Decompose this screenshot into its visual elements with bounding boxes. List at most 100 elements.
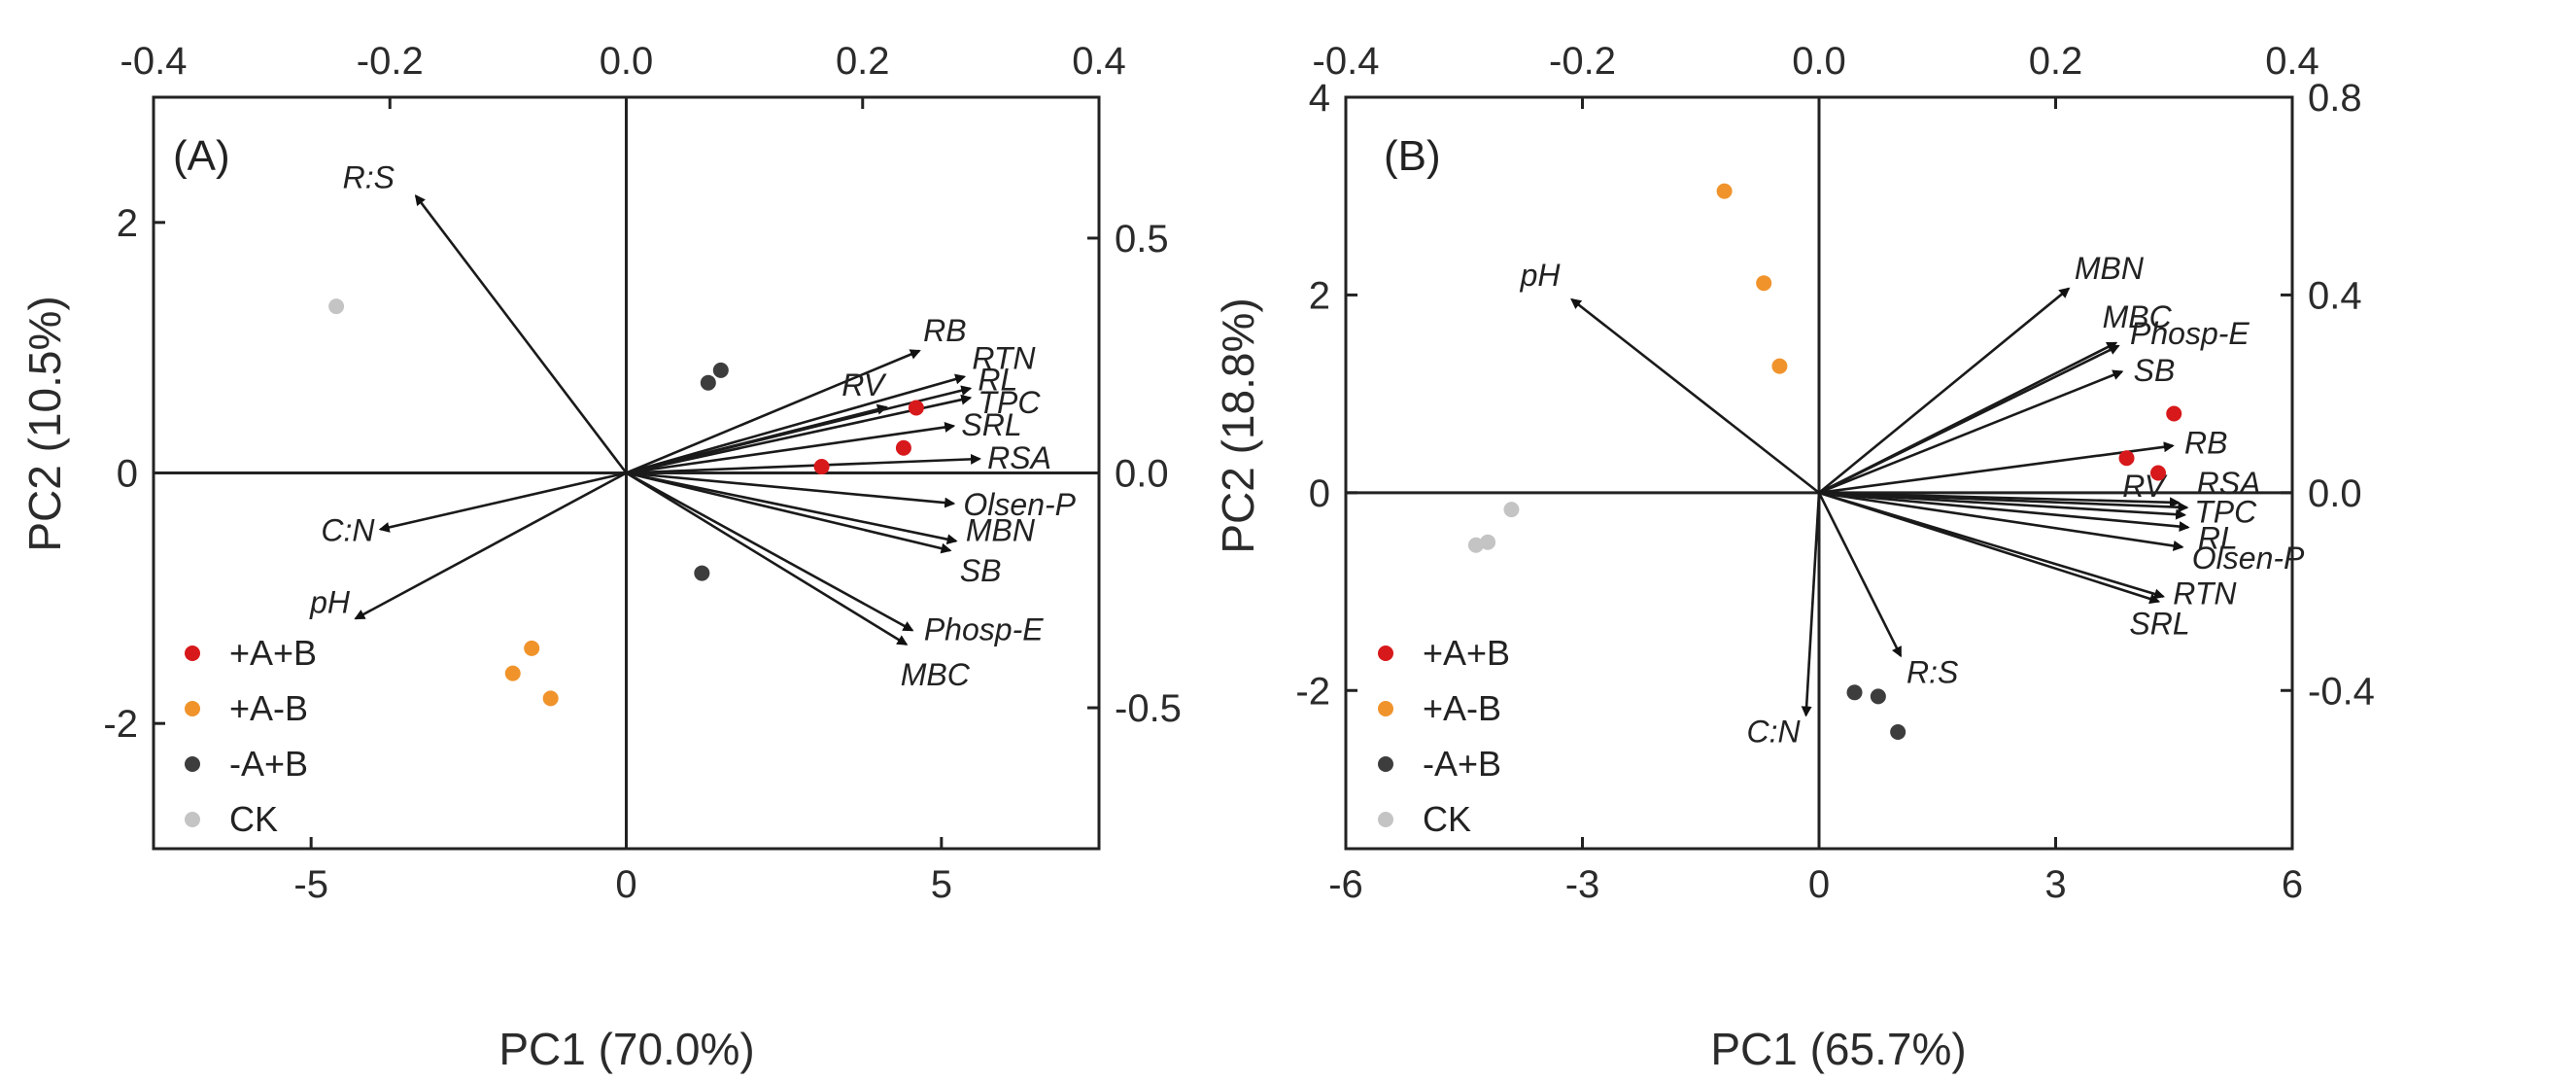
panel-b-point-minus-aplusminus-b	[1846, 684, 1863, 701]
panel-b-loading-arrow-mbn	[1818, 287, 2071, 494]
panel-a-legend-marker-ck	[185, 812, 200, 827]
panel-b-right-tick-label: 0.4	[2308, 274, 2362, 317]
panel-a-y-axis-title: PC2 (10.5%)	[19, 296, 70, 551]
panel-b-point-ck	[1503, 502, 1520, 518]
panel-b-loading-arrow-rl	[1818, 491, 2190, 533]
panel-b-loading-label-mbn: MBN	[2075, 251, 2145, 286]
panel-b-loading-arrow-tpc	[1818, 491, 2187, 520]
panel-b-bottom-tick-label: -6	[1328, 863, 1363, 906]
panel-a-loading-label-rl: RL	[978, 363, 1017, 398]
panel-b-point-plusminus-aminus-b	[1756, 275, 1772, 292]
panel-b-legend-label-plusminus-aminus-b: +A-B	[1423, 688, 1501, 728]
panel-b-right-tick-label: 0.0	[2308, 472, 2362, 515]
panel-b-loading-arrow-srl	[1818, 491, 2161, 605]
panel-a-loading-label-ph: pH	[309, 584, 351, 619]
panel-a-top-tick-label: 0.4	[1072, 40, 1126, 83]
panel-b-point-minus-aplusminus-b	[1870, 688, 1886, 705]
panel-a-bottom-tick-label: 0	[615, 863, 636, 906]
panel-b-right-tick-label: -0.4	[2308, 670, 2375, 713]
panel-b-loading-arrow-olsen-p	[1818, 491, 2184, 551]
panel-b-right-tick-label: 0.8	[2308, 77, 2362, 120]
panel-a-right-tick-label: 0.0	[1115, 453, 1169, 496]
panel-b-point-plusminus-aplusminus-b	[2150, 465, 2167, 481]
panel-a-loading-arrow-srl	[626, 422, 956, 474]
panel-a-loading-label-phosp-e: Phosp-E	[924, 611, 1044, 646]
panel-b-loading-label-sb: SB	[2134, 353, 2176, 388]
panel-a-loading-arrow-rtn	[626, 373, 967, 474]
panel-a-legend-label-plusminus-aplusminus-b: +A+B	[229, 633, 317, 673]
panel-b-left-tick-label: -2	[1295, 670, 1330, 713]
panel-a-loading-arrow-mbn	[626, 471, 958, 545]
panel-b-point-plusminus-aplusminus-b	[2166, 405, 2182, 422]
panel-a-loading-arrow-r-s	[414, 193, 628, 474]
panel-a-loading-label-rsa: RSA	[987, 440, 1051, 475]
panel-a-bottom-tick-label: -5	[293, 863, 328, 906]
panel-b-top-tick-label: 0.2	[2029, 40, 2083, 83]
panel-a-top-tick-label: 0.2	[836, 40, 890, 83]
panel-b-loading-arrow-sb	[1818, 369, 2124, 495]
panel-b-loading-label-tpc: TPC	[2194, 495, 2257, 530]
panel-a-bottom-tick-label: 5	[931, 863, 952, 906]
panel-a-loading-label-tpc: TPC	[978, 385, 1041, 420]
panel-b-loading-arrow-r-s	[1817, 492, 1903, 658]
panel-a-loading-label-mbc: MBC	[901, 657, 971, 692]
panel-b-x-axis-title: PC1 (65.7%)	[1710, 1024, 1966, 1074]
panel-a-legend-marker-minus-aplusminus-b	[185, 756, 200, 772]
panel-b-left-tick-label: 4	[1309, 77, 1330, 120]
panel-a-loading-arrow-mbc	[625, 471, 909, 646]
panel-b-loading-label-rl: RL	[2198, 520, 2238, 555]
panel-a-point-minus-aplusminus-b	[694, 565, 710, 581]
panel-a-loading-arrow-ph	[354, 471, 628, 620]
panel-a: (A) PC1 (70.0%) PC2 (10.5%) -5 0 5 -0.4 -0.2…	[19, 40, 1182, 1074]
panel-b-point-ck	[1480, 534, 1496, 550]
panel-a-loading-arrow-olsen-p	[626, 471, 956, 508]
panel-a-point-plusminus-aminus-b	[504, 665, 521, 681]
panel-a-legend-marker-plusminus-aminus-b	[185, 701, 200, 716]
panel-b-loading-arrow-ph	[1570, 297, 1820, 494]
panel-a-point-minus-aplusminus-b	[700, 374, 716, 391]
panel-b-top-tick-label: -0.4	[1313, 40, 1380, 83]
panel-b-left-tick-label: 0	[1309, 472, 1330, 515]
panel-b-loading-label-olsen-p: Olsen-P	[2192, 541, 2305, 576]
panel-a-loading-label-mbn: MBN	[966, 513, 1036, 548]
panel-b-point-plusminus-aplusminus-b	[2118, 450, 2135, 467]
panel-a-top-tick-label: -0.4	[120, 40, 188, 83]
panel-b-loading-arrow-c-n	[1801, 492, 1821, 717]
panel-b-loading-label-phosp-e: Phosp-E	[2130, 316, 2250, 351]
panel-a-point-plusminus-aminus-b	[524, 640, 540, 656]
panel-a-left-tick-label: 0	[117, 453, 138, 496]
panel-a-loading-label-sb: SB	[960, 553, 1002, 588]
panel-a-loading-arrow-phosp-e	[625, 471, 914, 632]
panel-b-top-tick-label: 0.4	[2265, 40, 2319, 83]
panel-b-loading-label-r-s: R:S	[1906, 655, 1958, 690]
panel-a-loading-label-rb: RB	[923, 313, 966, 348]
panel-a-legend-label-plusminus-aminus-b: +A-B	[229, 688, 308, 728]
panel-a-legend-marker-plusminus-aplusminus-b	[185, 646, 200, 661]
panel-a-loading-label-c-n: C:N	[321, 512, 375, 547]
panel-b-top-tick-label: -0.2	[1549, 40, 1616, 83]
panel-b-loading-label-rsa: RSA	[2197, 466, 2261, 501]
panel-a-loading-label-rv: RV	[841, 367, 887, 402]
panel-b-loading-label-rb: RB	[2184, 426, 2227, 461]
panel-a-loading-arrow-rb	[626, 349, 921, 474]
panel-a-loading-arrow-sb	[626, 471, 952, 554]
panel-b-label: (B)	[1384, 132, 1441, 180]
panel-a-point-ck	[328, 298, 345, 315]
panel-a-label: (A)	[173, 132, 230, 180]
panel-a-point-plusminus-aminus-b	[542, 690, 559, 707]
panel-b-y-axis-title: PC2 (18.8%)	[1213, 297, 1263, 553]
panel-b-bottom-tick-label: 0	[1808, 863, 1830, 906]
panel-a-top-tick-label: -0.2	[357, 40, 424, 83]
panel-a-point-plusminus-aplusminus-b	[908, 400, 924, 416]
panel-b-legend-marker-ck	[1378, 812, 1393, 827]
panel-b-legend-label-minus-aplusminus-b: -A+B	[1423, 744, 1501, 784]
panel-a-point-plusminus-aplusminus-b	[895, 439, 911, 456]
panel-b-left-tick-label: 2	[1309, 274, 1330, 317]
panel-b-bottom-tick-label: 6	[2282, 863, 2303, 906]
panel-b-loading-label-ph: pH	[1520, 258, 1562, 293]
panel-b-loading-label-rtn: RTN	[2173, 576, 2237, 611]
panel-b-legend-label-plusminus-aplusminus-b: +A+B	[1423, 633, 1510, 673]
panel-a-x-axis-title: PC1 (70.0%)	[498, 1024, 754, 1074]
panel-a-legend-label-minus-aplusminus-b: -A+B	[229, 744, 308, 784]
